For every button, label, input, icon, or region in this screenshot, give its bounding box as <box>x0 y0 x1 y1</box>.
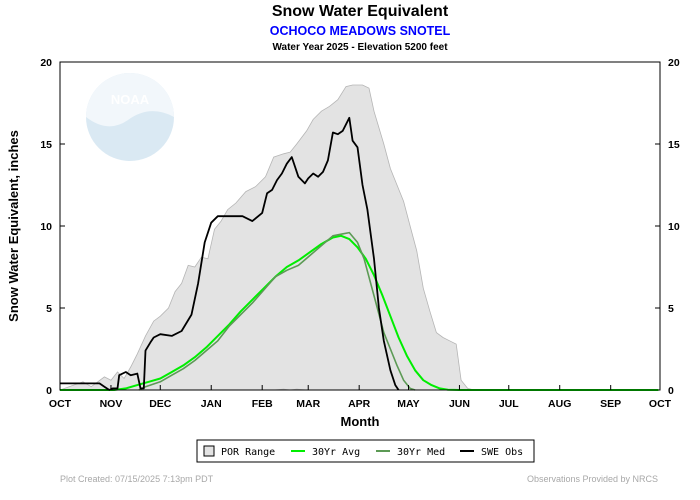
swe-obs-line <box>60 116 400 391</box>
y-tick-label-right: 5 <box>668 303 674 315</box>
y-tick-label-left: 0 <box>46 385 52 397</box>
legend: POR Range 30Yr Avg 30Yr Med SWE Obs <box>196 439 535 463</box>
x-tick-label: NOV <box>100 398 123 410</box>
legend-label-por: POR Range <box>221 447 275 458</box>
legend-swatch-por <box>203 445 215 457</box>
x-tick-label: MAY <box>397 398 419 410</box>
y-tick-label-left: 10 <box>40 221 52 233</box>
x-tick-label: MAR <box>296 398 320 410</box>
y-tick-label-right: 10 <box>668 221 680 233</box>
series-lines-layer <box>60 116 659 391</box>
y-tick-label-right: 15 <box>668 139 680 151</box>
legend-label-avg: 30Yr Avg <box>312 447 360 458</box>
x-axis-label: Month <box>341 414 380 429</box>
watermark-text: NOAA <box>111 92 150 107</box>
x-tick-label: APR <box>348 398 371 410</box>
footer-created: Plot Created: 07/15/2025 7:13pm PDT <box>60 474 214 484</box>
x-tick-label: OCT <box>649 398 672 410</box>
median-30yr-line <box>138 231 416 391</box>
axis-ticks-layer: 0 0 5 5 10 10 15 15 20 20 OCT NOV DEC JAN FEB MAR APR MAY… <box>40 57 680 410</box>
footer-source: Observations Provided by NRCS <box>527 474 658 484</box>
y-tick-label-left: 20 <box>40 57 52 69</box>
x-tick-label: JAN <box>201 398 222 410</box>
x-tick-label: FEB <box>252 398 273 410</box>
legend-label-med: 30Yr Med <box>397 447 445 458</box>
chart-subtitle: OCHOCO MEADOWS SNOTEL <box>270 24 451 38</box>
x-tick-label: DEC <box>149 398 172 410</box>
x-tick-label: JUN <box>449 398 470 410</box>
y-tick-label-right: 20 <box>668 57 680 69</box>
x-tick-label: OCT <box>49 398 72 410</box>
avg-30yr-line <box>60 234 659 391</box>
y-tick-label-left: 5 <box>46 303 52 315</box>
y-tick-label-left: 15 <box>40 139 52 151</box>
x-tick-label: JUL <box>499 398 519 410</box>
x-tick-label: AUG <box>548 398 571 410</box>
y-tick-label-right: 0 <box>668 385 674 397</box>
chart-title: Snow Water Equivalent <box>272 3 449 20</box>
y-axis-label: Snow Water Equivalent, inches <box>6 130 21 322</box>
x-tick-label: SEP <box>600 398 621 410</box>
chart-subtitle-2: Water Year 2025 - Elevation 5200 feet <box>272 42 448 53</box>
legend-box <box>196 439 535 463</box>
legend-label-obs: SWE Obs <box>481 447 523 458</box>
noaa-logo-icon: NOAA <box>86 73 174 161</box>
